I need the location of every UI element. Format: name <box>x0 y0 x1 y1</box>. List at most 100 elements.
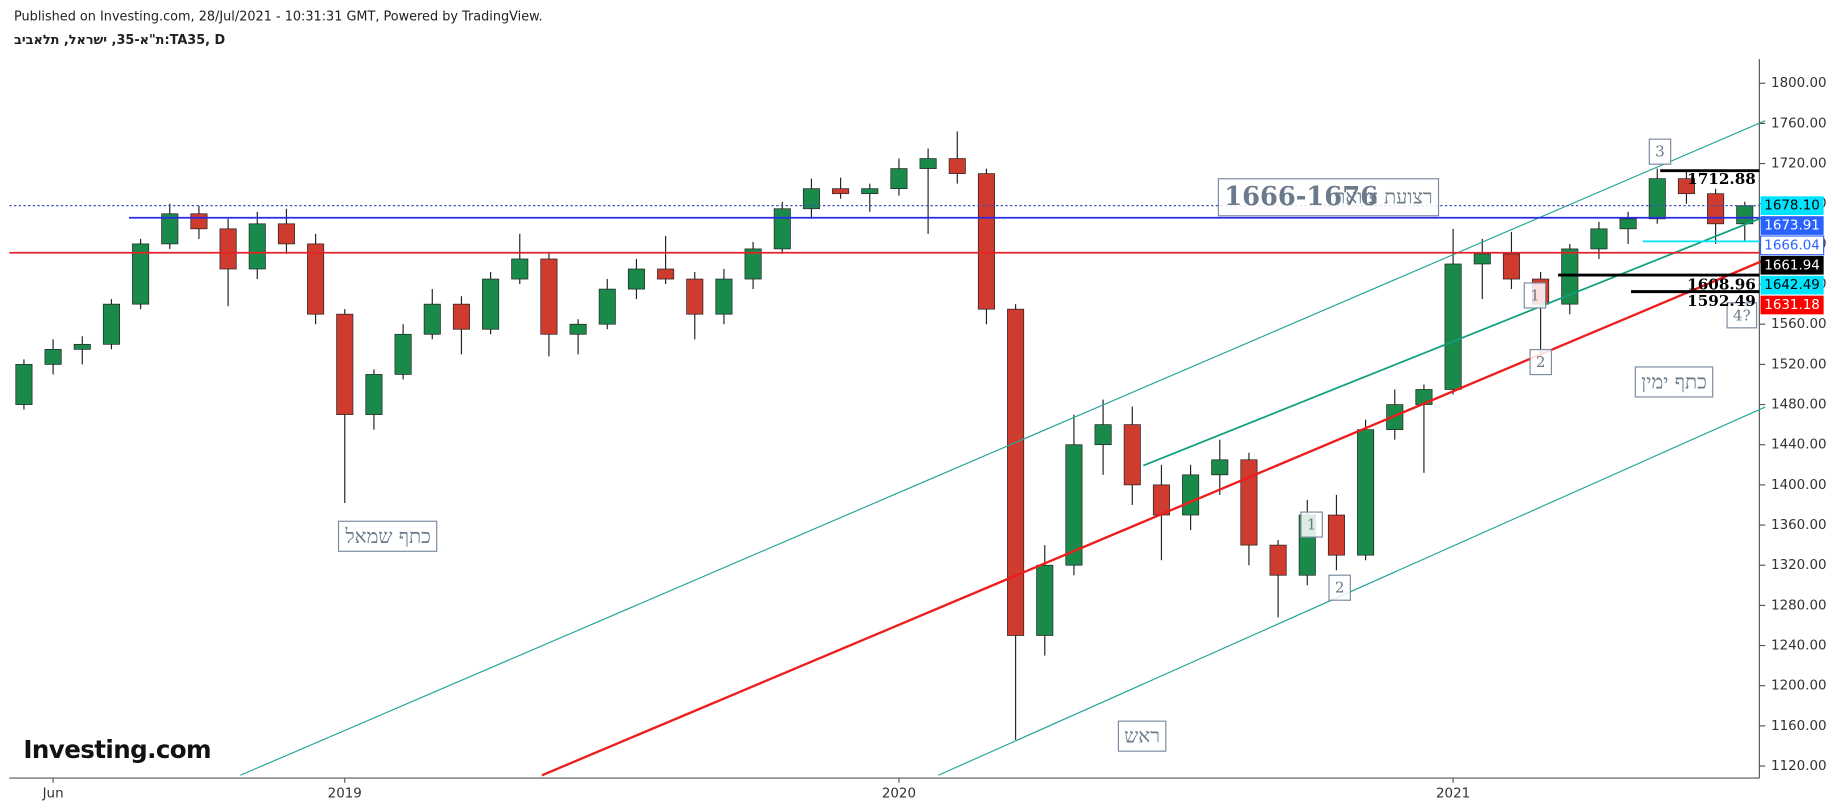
wave-label: 4? <box>1733 306 1751 324</box>
x-tick-label: Jun <box>42 786 64 801</box>
candle-body <box>686 278 704 315</box>
annotation-box <box>1634 366 1714 398</box>
candle-body <box>511 258 529 280</box>
annotation-box <box>1648 138 1672 165</box>
neck-range: 1666-1676 <box>1224 182 1378 212</box>
candle-body <box>861 188 879 195</box>
candle-body <box>132 243 150 305</box>
plot-area <box>9 120 1766 777</box>
trend-line <box>541 258 1766 777</box>
candle-body <box>1240 459 1258 546</box>
y-tick-label: 1320.00 <box>1771 558 1827 573</box>
candle-body <box>336 313 354 415</box>
candle-body <box>248 223 266 270</box>
candle-body <box>1327 514 1345 556</box>
candle-body <box>1036 564 1054 636</box>
y-tick-label: 1280.00 <box>1771 598 1827 613</box>
annotation-box <box>1217 178 1440 217</box>
trend-line <box>938 406 1766 776</box>
y-tick-label: 1480.00 <box>1771 398 1827 413</box>
candle-body <box>1648 178 1666 220</box>
candle-body <box>744 248 762 280</box>
annotation-box <box>337 520 438 552</box>
level-label: 1592.49 <box>1687 292 1756 310</box>
candle-body <box>773 208 791 250</box>
level-label: 1712.88 <box>1687 170 1756 188</box>
candle-body <box>890 168 908 190</box>
candle-body <box>1590 228 1608 250</box>
published-note: Published on Investing.com, 28/Jul/2021 … <box>14 10 543 25</box>
annotation-box <box>1117 720 1167 752</box>
candle-body <box>1707 193 1725 225</box>
annotation-box <box>1523 282 1547 309</box>
candle-body <box>1182 474 1200 516</box>
annotation-box <box>1529 348 1553 376</box>
neck-label: רצועת צוואר <box>1336 186 1433 209</box>
candle-body <box>423 303 441 335</box>
price-tag <box>1760 255 1824 275</box>
candle-body <box>948 158 966 174</box>
candle-body <box>802 188 820 210</box>
candle-body <box>1065 444 1083 566</box>
y-tick-label: 1520.00 <box>1771 357 1827 372</box>
candle-body <box>1357 429 1375 556</box>
candle-body <box>1269 544 1287 576</box>
candle-body <box>715 278 733 315</box>
candle-body <box>44 348 62 365</box>
candle-body <box>219 228 237 270</box>
candle-body <box>1007 308 1025 636</box>
price-tag <box>1760 275 1824 295</box>
candle-body <box>365 374 383 415</box>
annotation-box <box>1300 511 1323 538</box>
right-shoulder: כתף ימין <box>1641 370 1707 393</box>
candle-body <box>569 323 587 335</box>
price-tag-label: 1678.10 <box>1764 199 1820 214</box>
y-tick-label: 1360.00 <box>1771 518 1827 533</box>
candle-body <box>540 258 558 335</box>
symbol-title: ת"א-35, ישראל, תלאביב:TA35, D <box>14 33 225 48</box>
candle-body <box>627 268 645 290</box>
wave-label: 3 <box>1655 143 1665 161</box>
candle-body <box>1094 424 1112 446</box>
candle-body <box>1444 263 1462 390</box>
price-tag-label: 1631.18 <box>1764 298 1820 313</box>
y-tick-label: 1160.00 <box>1771 719 1827 734</box>
candle-body <box>1619 218 1637 230</box>
wave-label: 1 <box>1307 516 1317 534</box>
y-tick-label: 1720.00 <box>1771 157 1827 172</box>
candle-body <box>190 213 208 230</box>
wave-label: 2 <box>1536 353 1546 371</box>
candle-body <box>161 213 179 245</box>
left-shoulder: כתף שמאל <box>344 525 430 548</box>
y-tick-label: 1800.00 <box>1771 76 1827 91</box>
candle-body <box>1561 248 1579 305</box>
candle-body <box>1502 253 1520 280</box>
wave-label: 2 <box>1335 579 1345 597</box>
candle-body <box>452 303 470 330</box>
y-tick-label: 1760.00 <box>1771 116 1827 131</box>
price-tag <box>1760 295 1824 315</box>
candle-body <box>598 288 616 325</box>
candle-body <box>1736 205 1754 225</box>
annotation-box <box>1328 574 1351 601</box>
candle-body <box>102 303 120 345</box>
x-tick-label: 2021 <box>1436 786 1470 801</box>
y-tick-label: 1240.00 <box>1771 639 1827 654</box>
y-tick-label: 1120.00 <box>1771 759 1827 774</box>
price-tag-label: 1661.94 <box>1764 258 1820 273</box>
price-tag <box>1759 235 1825 256</box>
head-label: ראש <box>1124 725 1160 748</box>
price-tag-label: 1673.91 <box>1764 219 1820 234</box>
candle-body <box>657 268 675 280</box>
candle-body <box>15 364 33 405</box>
y-tick-label: 1440.00 <box>1771 438 1827 453</box>
y-tick-label: 1200.00 <box>1771 679 1827 694</box>
logo: Investing.com <box>23 735 211 764</box>
candle-body <box>1152 484 1170 516</box>
trend-line <box>1143 215 1766 467</box>
level-label: 1608.96 <box>1687 276 1756 294</box>
candle-body <box>394 333 412 375</box>
wave-label: 1 <box>1530 286 1540 304</box>
